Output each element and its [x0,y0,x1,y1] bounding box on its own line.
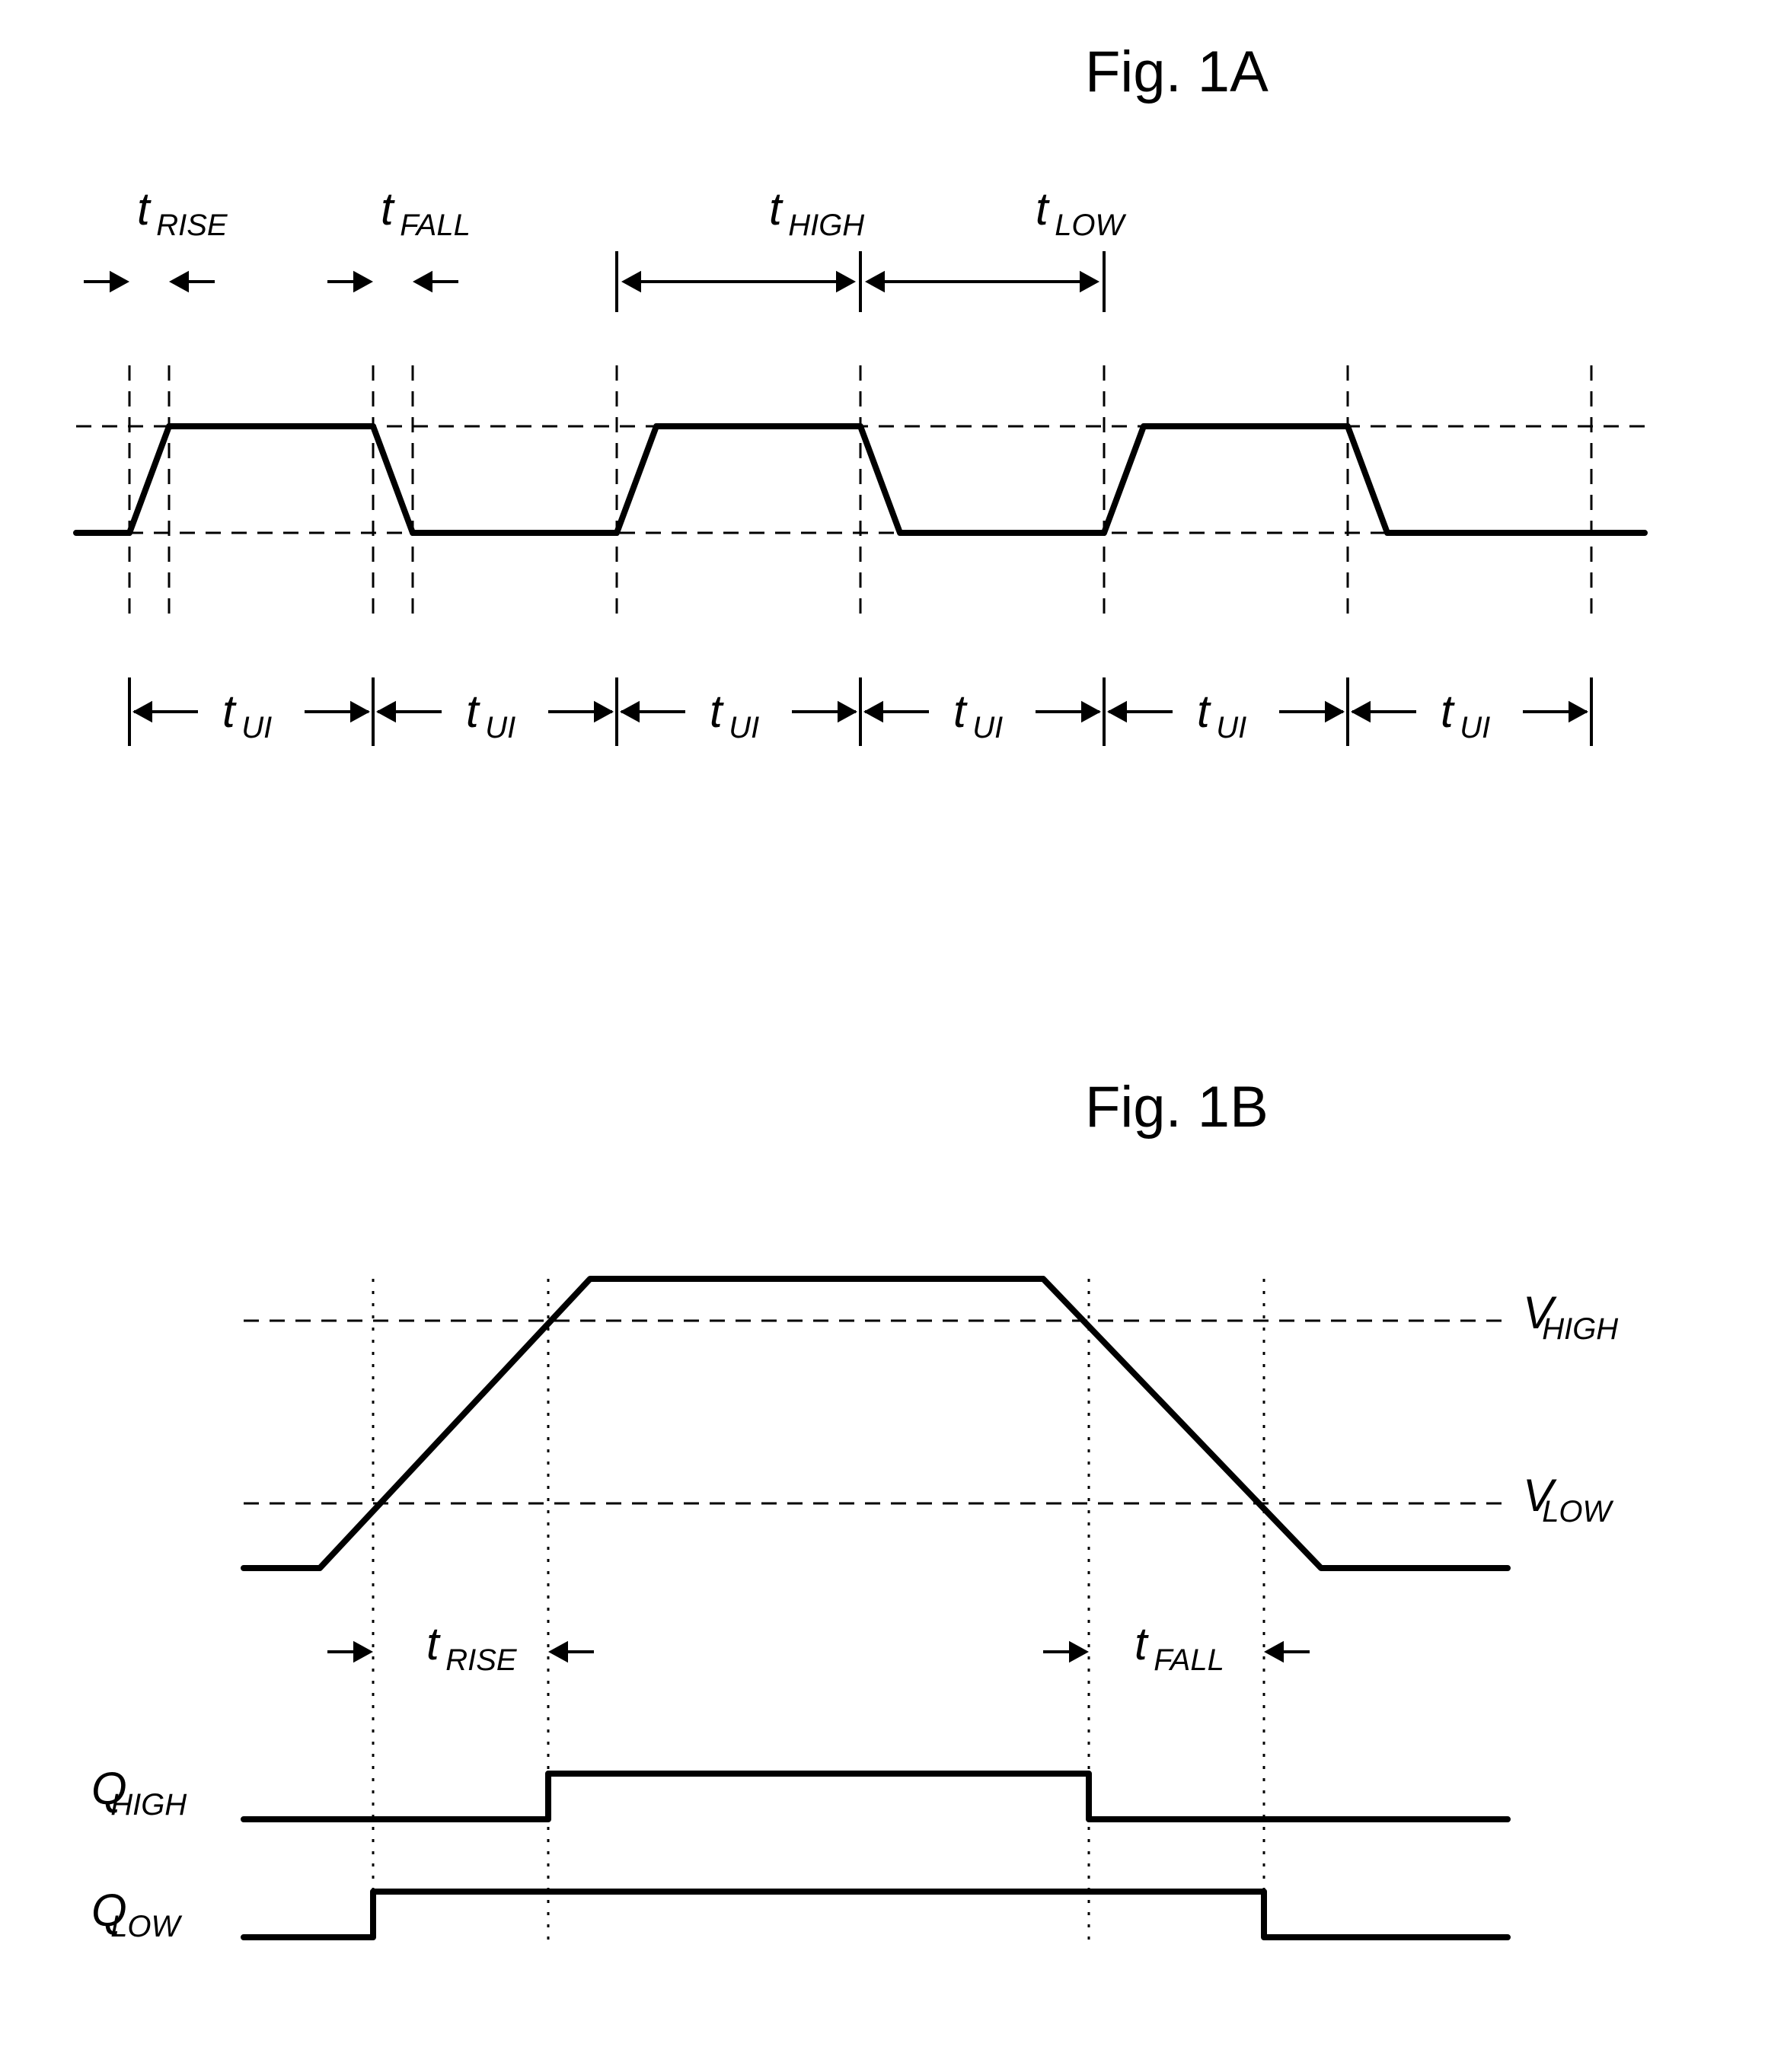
svg-text:t: t [466,686,480,737]
label-t-high: tHIGH [769,183,864,242]
figure-1b: Fig. 1B [1085,1075,1269,1140]
label-t-low: tLOW [1036,183,1127,242]
label-t-ui: tUI [466,686,515,744]
svg-text:HIGH: HIGH [1542,1312,1618,1346]
svg-text:LOW: LOW [1055,209,1126,242]
label-v-high: VHIGH [1523,1287,1618,1346]
svg-text:UI: UI [1460,711,1490,744]
fig-1b-title: Fig. 1B [1085,1075,1269,1140]
label-t-fall-b: tFALL [1135,1618,1224,1677]
svg-text:t: t [426,1618,441,1669]
svg-text:t: t [1441,686,1455,737]
svg-text:UI: UI [729,711,759,744]
svg-text:t: t [953,686,968,737]
label-t-rise-b: tRISE [426,1618,518,1677]
fig-1a-title: Fig. 1A [1085,40,1269,104]
svg-text:t: t [710,686,724,737]
fig-1b-q-high-trace [244,1774,1508,1819]
svg-text:UI: UI [241,711,272,744]
label-q-low: QLOW [91,1885,183,1943]
label-t-ui: tUI [1441,686,1490,744]
svg-text:t: t [1036,183,1050,234]
diagram-canvas: Fig. 1AtRISEtFALLtHIGHtLOWtUItUItUItUItU… [0,0,1784,2072]
fig-1b-analog-waveform [244,1279,1508,1568]
svg-text:t: t [381,183,395,234]
svg-text:HIGH: HIGH [110,1788,187,1822]
label-t-rise: tRISE [137,183,228,242]
svg-text:FALL: FALL [1154,1643,1224,1677]
svg-text:t: t [769,183,783,234]
label-t-ui: tUI [710,686,759,744]
svg-text:LOW: LOW [110,1910,182,1943]
svg-text:LOW: LOW [1542,1495,1613,1528]
label-t-ui: tUI [1197,686,1246,744]
fig-1b-q-low-trace [244,1892,1508,1937]
label-q-high: QHIGH [91,1763,187,1822]
label-t-ui: tUI [953,686,1003,744]
svg-text:RISE: RISE [445,1643,518,1677]
label-t-ui: tUI [222,686,272,744]
svg-text:t: t [1197,686,1211,737]
svg-text:RISE: RISE [156,209,228,242]
svg-text:t: t [1135,1618,1149,1669]
label-t-fall: tFALL [381,183,471,242]
svg-text:UI: UI [1216,711,1246,744]
svg-text:t: t [137,183,152,234]
svg-text:t: t [222,686,237,737]
figure-1a: Fig. 1A [1085,40,1269,104]
svg-text:UI: UI [485,711,515,744]
svg-text:FALL: FALL [400,209,471,242]
svg-text:UI: UI [972,711,1003,744]
svg-text:HIGH: HIGH [788,209,864,242]
label-v-low: VLOW [1523,1470,1614,1528]
